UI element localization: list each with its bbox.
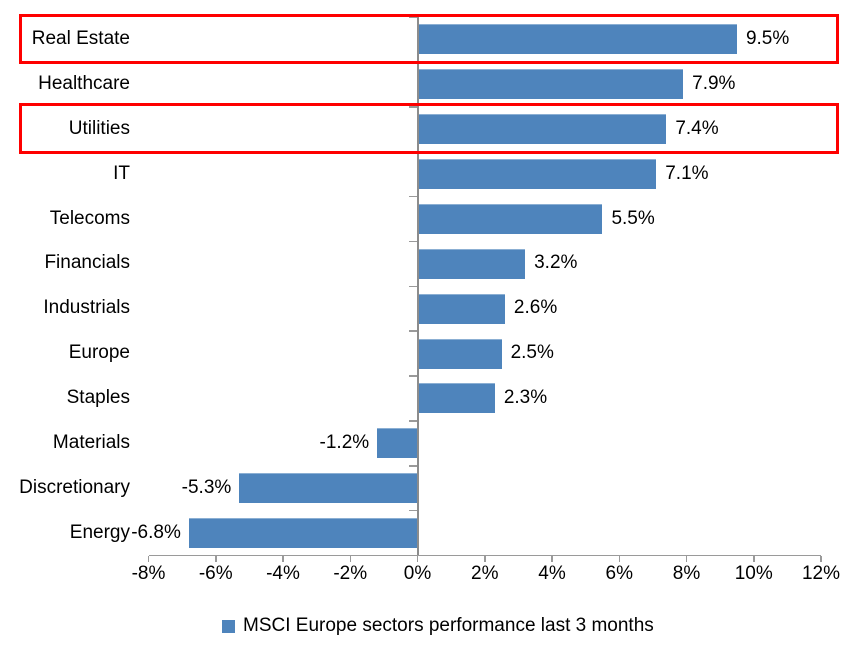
value-label: 2.3% xyxy=(503,387,548,408)
y-axis-tick xyxy=(408,465,417,467)
bar xyxy=(417,338,502,369)
x-axis-tick xyxy=(685,555,688,562)
value-label: -5.3% xyxy=(181,476,232,498)
x-axis-tick xyxy=(282,555,284,562)
x-axis-tick xyxy=(820,555,822,562)
x-tick-label: -8% xyxy=(131,563,166,584)
y-axis-tick xyxy=(408,330,417,332)
x-axis-tick xyxy=(215,555,217,562)
category-label: Financials xyxy=(44,252,130,274)
y-axis-tick xyxy=(408,420,417,422)
x-axis-tick xyxy=(349,555,351,562)
category-label: IT xyxy=(113,162,130,184)
category-label: Industrials xyxy=(43,297,130,319)
value-label: 9.5% xyxy=(745,28,790,49)
x-tick-label: -2% xyxy=(333,563,368,584)
bar xyxy=(377,428,418,459)
bar xyxy=(417,203,603,234)
highlight-box-utilities xyxy=(19,103,839,154)
y-axis-tick xyxy=(408,195,417,198)
x-tick-label: -6% xyxy=(198,563,233,584)
y-axis-tick xyxy=(408,285,417,287)
bar xyxy=(417,69,684,100)
legend-marker-icon xyxy=(222,619,235,633)
value-label: 7.1% xyxy=(665,162,709,184)
highlight-box-real-estate xyxy=(19,13,839,64)
legend: MSCI Europe sectors performance last 3 m… xyxy=(222,612,654,640)
x-axis-tick xyxy=(147,555,150,562)
bar xyxy=(417,114,667,145)
bar xyxy=(417,293,505,324)
y-axis-tick xyxy=(408,16,417,18)
category-label: Energy xyxy=(69,521,130,543)
bar xyxy=(417,24,737,55)
x-tick-label: 8% xyxy=(672,563,701,584)
category-label: Staples xyxy=(66,387,130,408)
bar xyxy=(417,159,657,190)
category-label: Healthcare xyxy=(38,72,130,94)
category-label: Discretionary xyxy=(19,476,130,498)
bar xyxy=(188,518,418,549)
category-label: Utilities xyxy=(68,117,130,139)
value-label: 5.5% xyxy=(611,207,655,229)
x-axis-tick xyxy=(484,555,486,562)
x-axis-tick xyxy=(551,555,553,562)
x-axis-tick xyxy=(753,555,755,562)
x-tick-label: 12% xyxy=(801,563,841,584)
category-label: Materials xyxy=(52,431,130,453)
value-label: 3.2% xyxy=(534,252,578,274)
bar xyxy=(417,383,495,414)
y-axis-tick xyxy=(408,509,417,512)
y-axis-tick xyxy=(408,240,417,243)
value-label: 2.6% xyxy=(513,297,558,319)
x-tick-label: 10% xyxy=(734,563,773,584)
category-label: Europe xyxy=(68,342,130,364)
x-tick-label: 4% xyxy=(538,563,566,584)
value-label: -6.8% xyxy=(131,521,181,543)
x-tick-label: 2% xyxy=(471,563,499,584)
x-axis-tick xyxy=(416,555,419,562)
x-tick-label: 0% xyxy=(403,563,432,584)
value-label: 7.9% xyxy=(692,72,736,94)
category-label: Telecoms xyxy=(49,207,130,229)
value-label: 7.4% xyxy=(675,117,719,139)
value-label: 2.5% xyxy=(510,342,554,364)
category-label: Real Estate xyxy=(31,28,130,49)
bar xyxy=(239,473,418,504)
x-axis-tick xyxy=(618,555,620,562)
value-label: -1.2% xyxy=(319,431,370,453)
legend-label: MSCI Europe sectors performance last 3 m… xyxy=(243,615,654,636)
y-axis-tick xyxy=(408,375,417,377)
y-axis-tick xyxy=(408,106,417,108)
x-tick-label: 6% xyxy=(605,563,633,584)
x-tick-label: -4% xyxy=(266,563,300,584)
bar xyxy=(417,248,526,279)
y-axis-line xyxy=(416,17,419,556)
